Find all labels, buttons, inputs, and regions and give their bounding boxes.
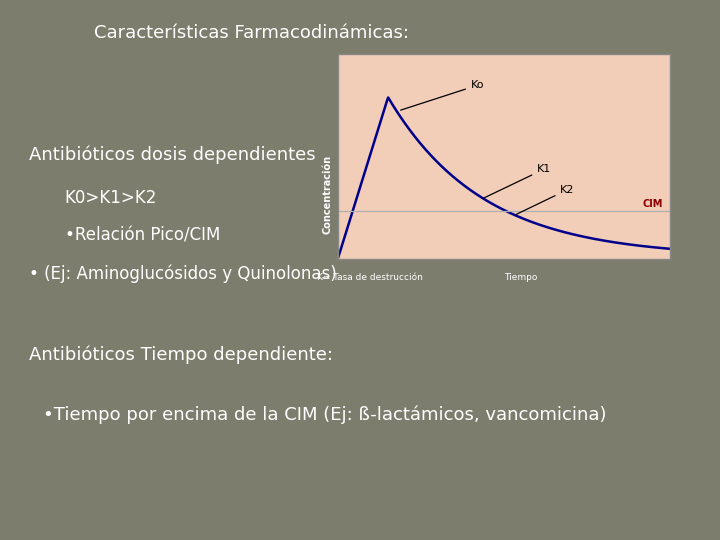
- Text: CIM: CIM: [643, 199, 663, 209]
- Text: Tiempo: Tiempo: [504, 273, 537, 282]
- Text: Características Farmacodinámicas:: Características Farmacodinámicas:: [94, 24, 409, 42]
- Text: Antibióticos dosis dependientes: Antibióticos dosis dependientes: [29, 146, 315, 164]
- Text: •Relación Pico/CIM: •Relación Pico/CIM: [65, 227, 220, 245]
- Text: •Tiempo por encima de la CIM (Ej: ß-lactámicos, vancomicina): •Tiempo por encima de la CIM (Ej: ß-lact…: [43, 405, 607, 423]
- Text: K2: K2: [516, 185, 575, 214]
- Text: Ko: Ko: [400, 80, 485, 110]
- Text: K= Tasa de destrucción: K= Tasa de destrucción: [317, 273, 423, 282]
- Text: Concentración: Concentración: [323, 155, 333, 234]
- Text: • (Ej: Aminoglucósidos y Quinolonas): • (Ej: Aminoglucósidos y Quinolonas): [29, 265, 336, 283]
- Text: K0>K1>K2: K0>K1>K2: [65, 189, 157, 207]
- Text: Antibióticos Tiempo dependiente:: Antibióticos Tiempo dependiente:: [29, 346, 333, 364]
- Text: K1: K1: [483, 164, 552, 198]
